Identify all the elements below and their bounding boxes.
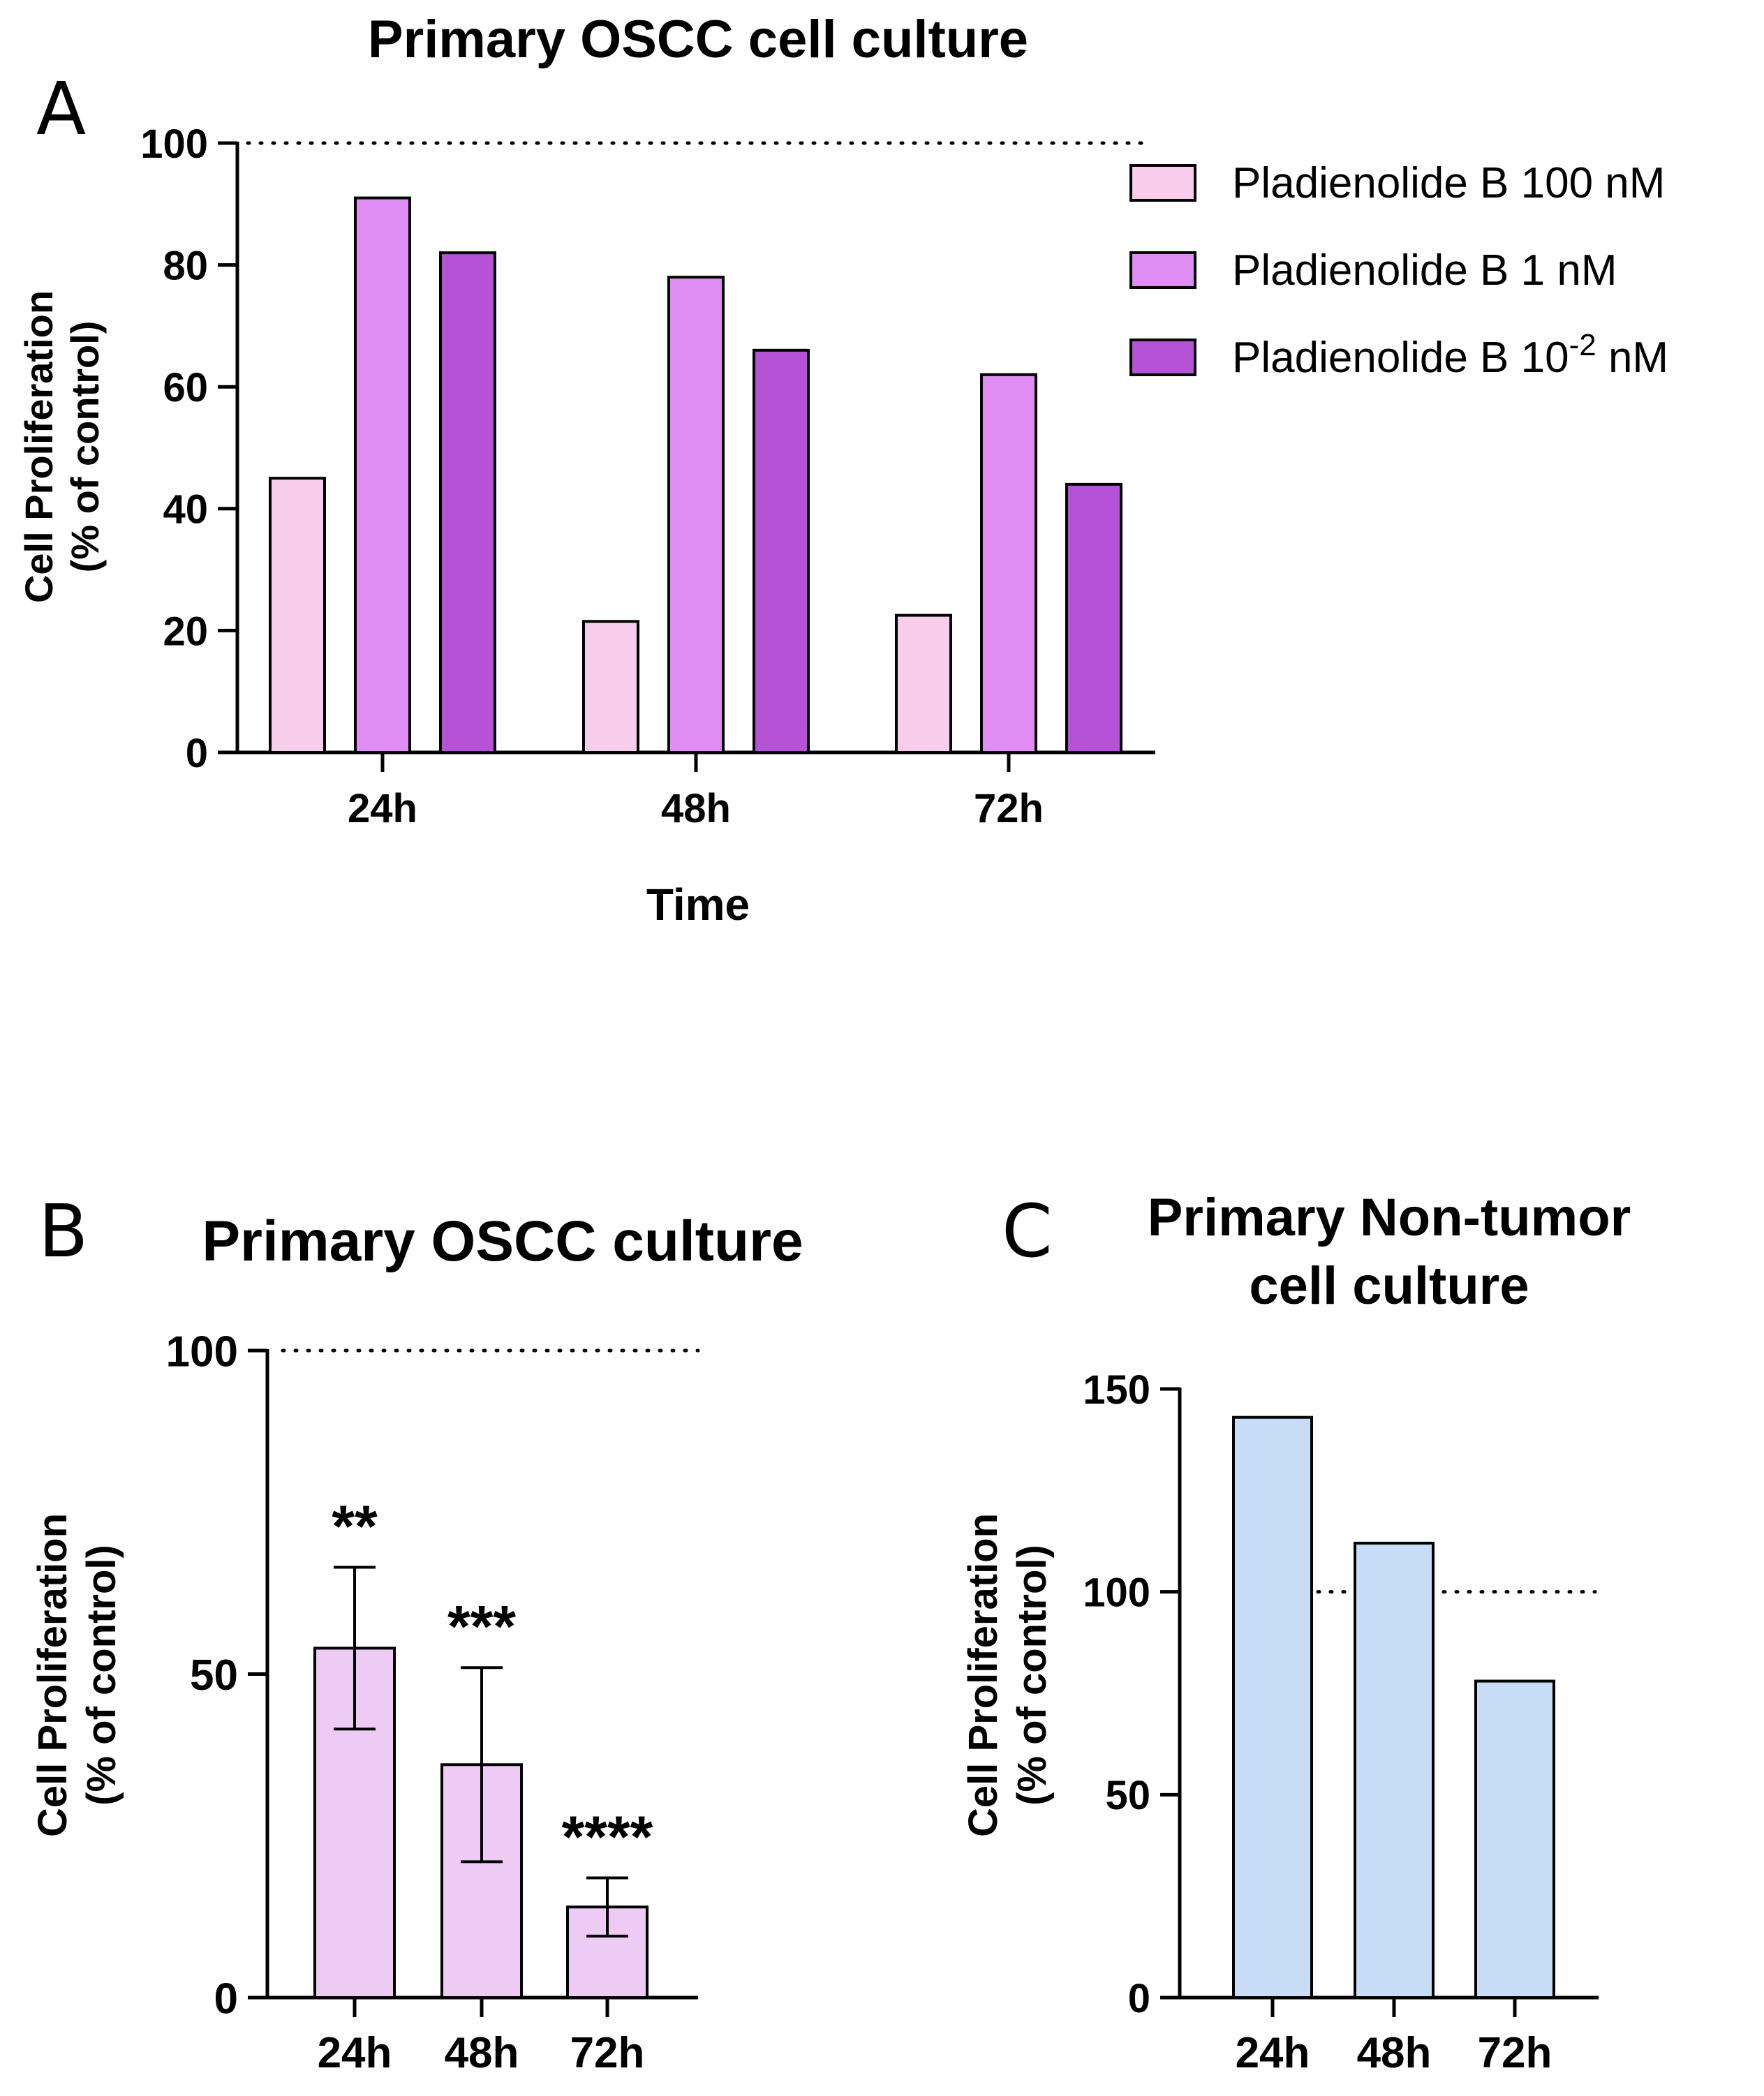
panel-a-x-tick-label: 48h <box>661 786 731 831</box>
panel-b-bar <box>566 1905 648 1999</box>
panel-c-y-tick-label: 150 <box>1083 1367 1150 1413</box>
panel-b-letter: B <box>38 1189 88 1274</box>
panel-b-plot: 0 50 100 ** 24h *** 48h **** 72h <box>166 1328 700 2077</box>
panel-a-bar <box>667 276 725 754</box>
panel-a-y-tick-label: 60 <box>163 365 208 410</box>
panel-b-x-tick-label: 48h <box>445 2029 519 2077</box>
panel-b-significance: *** <box>447 1593 516 1659</box>
panel-c-letter: C <box>1002 1189 1053 1274</box>
panel-a-xlabel: Time <box>646 879 750 930</box>
panel-b-title: Primary OSCC culture <box>202 1210 803 1273</box>
panel-a-bar <box>1065 482 1122 754</box>
panel-c-x-tick-label: 48h <box>1357 2029 1432 2077</box>
panel-a-y-tick-label: 100 <box>140 121 208 167</box>
panel-a-y-tick-label: 20 <box>163 609 208 654</box>
panel-a-ylabel: Cell Proliferation (% of control) <box>17 290 107 603</box>
panel-c-title-line1: Primary Non-tumor <box>1148 1188 1631 1247</box>
panel-a-legend-swatch <box>1129 164 1196 202</box>
panel-b-x-tick-label: 24h <box>318 2029 392 2077</box>
panel-c-x-tick-label: 72h <box>1478 2029 1552 2077</box>
panel-a-bar <box>895 614 952 755</box>
panel-c-y-tick-label: 0 <box>1128 1976 1150 2021</box>
panel-b-ylabel: Cell Proliferation (% of control) <box>30 1513 124 1837</box>
panel-a-bar <box>582 620 639 754</box>
panel-c-plot: 0 50 100 150 24h 48h 72h <box>1083 1367 1599 2077</box>
panel-a-bar <box>439 251 496 754</box>
panel-a-legend-label: Pladienolide B 100 nM <box>1232 159 1665 207</box>
panel-b-significance: **** <box>562 1804 653 1870</box>
panel-b-x-tick-label: 72h <box>570 2029 645 2077</box>
panel-a-y-tick-label: 40 <box>163 487 208 533</box>
panel-a-legend-swatch <box>1129 251 1196 289</box>
panel-b-y-tick-label: 100 <box>166 1328 238 1376</box>
panel-a-legend-swatch <box>1129 339 1196 376</box>
panel-a-bar <box>753 348 810 754</box>
panel-a-letter: A <box>36 66 86 151</box>
panel-b-ylabel-line1: Cell Proliferation <box>30 1513 75 1837</box>
panel-c-bar <box>1232 1415 1313 1999</box>
panel-c-x-tick-label: 24h <box>1236 2029 1310 2077</box>
panel-a-legend-label: Pladienolide B 10-2 nM <box>1232 328 1668 382</box>
panel-c-y-tick-label: 100 <box>1083 1570 1150 1616</box>
panel-b-y-tick-label: 0 <box>214 1975 238 2023</box>
panel-a-bar <box>269 477 326 755</box>
panel-a-ylabel-line1: Cell Proliferation <box>17 290 61 603</box>
panel-c-bar <box>1474 1679 1555 2000</box>
panel-c-ylabel-line1: Cell Proliferation <box>961 1513 1006 1837</box>
panel-a-y-tick-label: 0 <box>186 731 208 776</box>
panel-a-title: Primary OSCC cell culture <box>368 10 1028 69</box>
panel-a-bar <box>354 196 411 754</box>
panel-a-ylabel-line2: (% of control) <box>63 321 107 573</box>
panel-c-ylabel-line2: (% of control) <box>1009 1545 1055 1806</box>
panel-a-bar <box>980 373 1037 754</box>
panel-a-x-tick-label: 72h <box>974 786 1044 831</box>
panel-c-y-tick-label: 50 <box>1105 1773 1150 1818</box>
panel-c-title-line2: cell culture <box>1249 1256 1529 1316</box>
panel-b-significance: ** <box>332 1494 378 1559</box>
panel-a-x-tick-label: 24h <box>348 786 417 831</box>
panel-a-y-tick-label: 80 <box>163 243 208 288</box>
panel-b-ylabel-line2: (% of control) <box>79 1545 124 1806</box>
panel-a-plot: 0 20 40 60 80 100 24h 48h 72h Pladienolide B 100 … <box>140 121 1668 831</box>
panel-a-legend-label: Pladienolide B 1 nM <box>1232 246 1617 295</box>
panel-c-ylabel: Cell Proliferation (% of control) <box>961 1513 1055 1837</box>
panel-b-y-tick-label: 50 <box>190 1651 238 1700</box>
panel-c-bar <box>1354 1541 1435 2000</box>
